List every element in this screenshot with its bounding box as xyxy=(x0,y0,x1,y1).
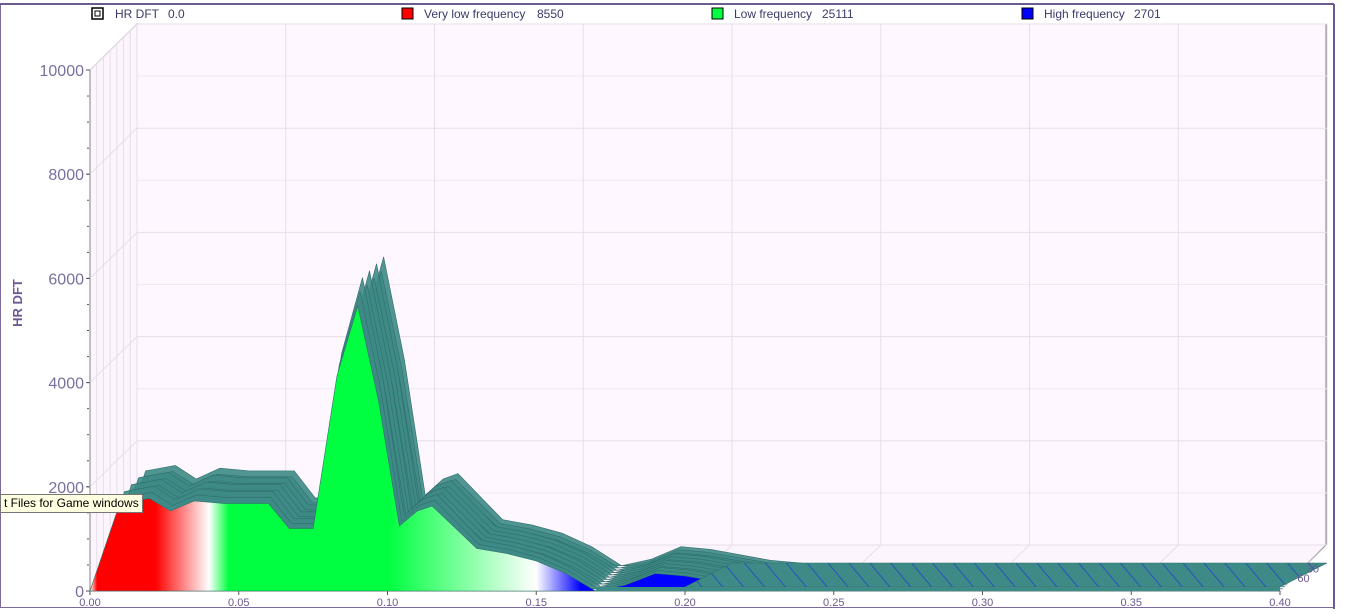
axes: 0 2000 4000 6000 8000 10000 0.00 0.05 0.10 0.15 0.… xyxy=(40,63,1320,609)
legend-swatch-very-low-frequency xyxy=(401,7,414,20)
legend-item-very-low-frequency: Very low frequency 8550 xyxy=(401,7,564,21)
legend-label-low-frequency: Low frequency xyxy=(734,7,812,21)
legend: HR DFT 0.0 Very low frequency 8550 Low f… xyxy=(91,7,1161,21)
y-tick-label: 10000 xyxy=(40,63,85,80)
legend-item-hr-dft: HR DFT 0.0 xyxy=(91,7,185,21)
x-tick-label: 0.35 xyxy=(1121,597,1142,609)
grid-line-y xyxy=(89,336,138,383)
high-frequency-tail xyxy=(684,562,1328,588)
x-tick-label: 0.20 xyxy=(674,597,695,609)
grid-line-y xyxy=(89,23,138,71)
spectrum-surface xyxy=(89,256,1328,592)
y-tick-label: 0 xyxy=(75,584,84,601)
x-tick-label: 0.00 xyxy=(79,597,100,609)
y-axis-label: HR DFT xyxy=(10,279,25,327)
grid-line-y xyxy=(89,127,138,175)
x-tick-label: 0.25 xyxy=(823,597,844,609)
x-tick-label: 0.05 xyxy=(228,597,249,609)
grid-line-y xyxy=(89,440,138,488)
legend-value-low-frequency: 25111 xyxy=(822,7,854,21)
y-tick-label: 6000 xyxy=(48,271,84,288)
y-tick-label: 8000 xyxy=(48,167,84,184)
x-tick-label: 0.40 xyxy=(1269,597,1290,609)
legend-swatch-low-frequency xyxy=(711,7,724,20)
legend-value-very-low-frequency: 8550 xyxy=(537,7,564,21)
legend-swatch-high-frequency xyxy=(1021,7,1034,20)
legend-label-high-frequency: High frequency xyxy=(1044,7,1125,21)
y-tick-label: 2000 xyxy=(48,480,84,497)
legend-value-high-frequency: 2701 xyxy=(1134,7,1161,21)
legend-value-hr-dft: 0.0 xyxy=(168,7,185,21)
legend-label-very-low-frequency: Very low frequency xyxy=(424,7,525,21)
tooltip: t Files for Game windows xyxy=(0,494,143,513)
surface-base xyxy=(595,587,1280,591)
y-tick-label: 4000 xyxy=(48,376,84,393)
legend-swatch-hr-dft xyxy=(91,7,104,20)
grid-line-y xyxy=(89,232,138,279)
legend-item-high-frequency: High frequency 2701 xyxy=(1021,7,1161,21)
z-tick-label: 60 xyxy=(1297,573,1309,585)
x-tick-label: 0.30 xyxy=(972,597,993,609)
legend-item-low-frequency: Low frequency 25111 xyxy=(711,7,854,21)
x-tick-label: 0.10 xyxy=(377,597,398,609)
z-tick-label: 30 xyxy=(1307,564,1319,576)
x-tick-label: 0.15 xyxy=(526,597,547,609)
legend-label-hr-dft: HR DFT xyxy=(115,7,160,21)
